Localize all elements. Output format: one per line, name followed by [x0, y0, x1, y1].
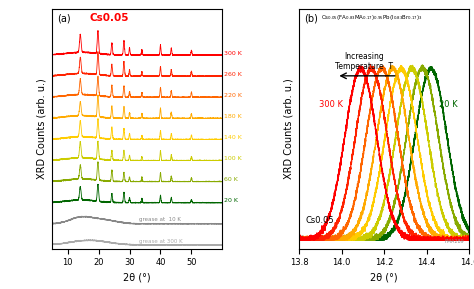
Text: Cs$_{0.05}$(FA$_{0.83}$MA$_{0.17}$)$_{0.95}$Pb(I$_{0.83}$Br$_{0.17}$)$_3$: Cs$_{0.05}$(FA$_{0.83}$MA$_{0.17}$)$_{0.…: [321, 14, 423, 23]
Text: (a): (a): [57, 14, 71, 23]
Y-axis label: XRD Counts (arb. u.): XRD Counts (arb. u.): [283, 78, 293, 179]
Text: Increasing
Temperature  T: Increasing Temperature T: [335, 52, 392, 71]
Text: 20 K: 20 K: [438, 100, 457, 109]
Text: 60 K: 60 K: [224, 177, 238, 182]
Text: 20 K: 20 K: [224, 199, 238, 203]
X-axis label: 2θ (°): 2θ (°): [370, 273, 398, 283]
Text: 300 K: 300 K: [224, 51, 242, 56]
Text: grease at  10 K: grease at 10 K: [139, 216, 181, 222]
X-axis label: 2θ (°): 2θ (°): [123, 273, 151, 283]
Text: grease at 300 K: grease at 300 K: [139, 239, 182, 244]
Text: 300 K: 300 K: [319, 100, 344, 109]
Text: Cs0.05: Cs0.05: [90, 14, 129, 23]
Text: FMA289: FMA289: [445, 239, 464, 244]
Text: 100 K: 100 K: [224, 156, 242, 161]
Text: 220 K: 220 K: [224, 93, 242, 98]
Text: 260 K: 260 K: [224, 72, 242, 77]
Text: 140 K: 140 K: [224, 135, 242, 140]
Text: 180 K: 180 K: [224, 114, 242, 119]
Text: (b): (b): [304, 14, 318, 23]
Y-axis label: XRD Counts (arb. u.): XRD Counts (arb. u.): [36, 78, 46, 179]
Text: Cs0.05: Cs0.05: [306, 216, 335, 225]
